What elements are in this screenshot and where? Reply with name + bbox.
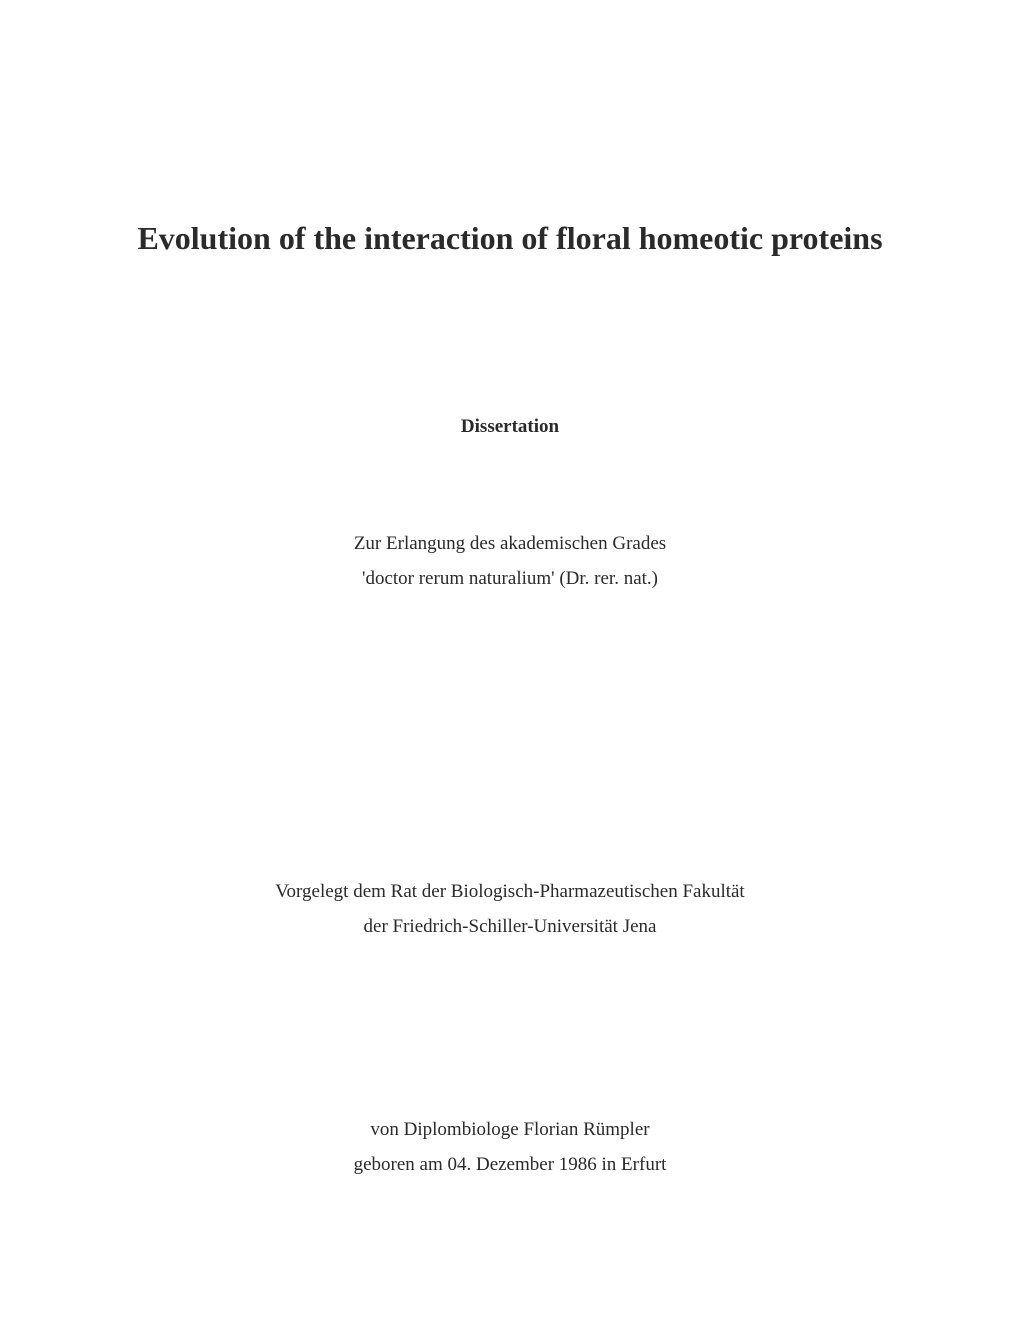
degree-block: Zur Erlangung des akademischen Grades 'd… [100, 526, 920, 596]
faculty-block: Vorgelegt dem Rat der Biologisch-Pharmaz… [100, 874, 920, 944]
title-page: Evolution of the interaction of floral h… [0, 0, 1020, 1320]
faculty-line-2: der Friedrich-Schiller-Universität Jena [100, 909, 920, 944]
dissertation-title: Evolution of the interaction of floral h… [100, 0, 920, 260]
author-line-1: von Diplombiologe Florian Rümpler [100, 1112, 920, 1147]
degree-line-1: Zur Erlangung des akademischen Grades [100, 526, 920, 561]
faculty-line-1: Vorgelegt dem Rat der Biologisch-Pharmaz… [100, 874, 920, 909]
author-line-2: geboren am 04. Dezember 1986 in Erfurt [100, 1147, 920, 1182]
degree-line-2: 'doctor rerum naturalium' (Dr. rer. nat.… [100, 561, 920, 596]
author-block: von Diplombiologe Florian Rümpler gebore… [100, 1112, 920, 1182]
dissertation-label: Dissertation [100, 416, 920, 438]
